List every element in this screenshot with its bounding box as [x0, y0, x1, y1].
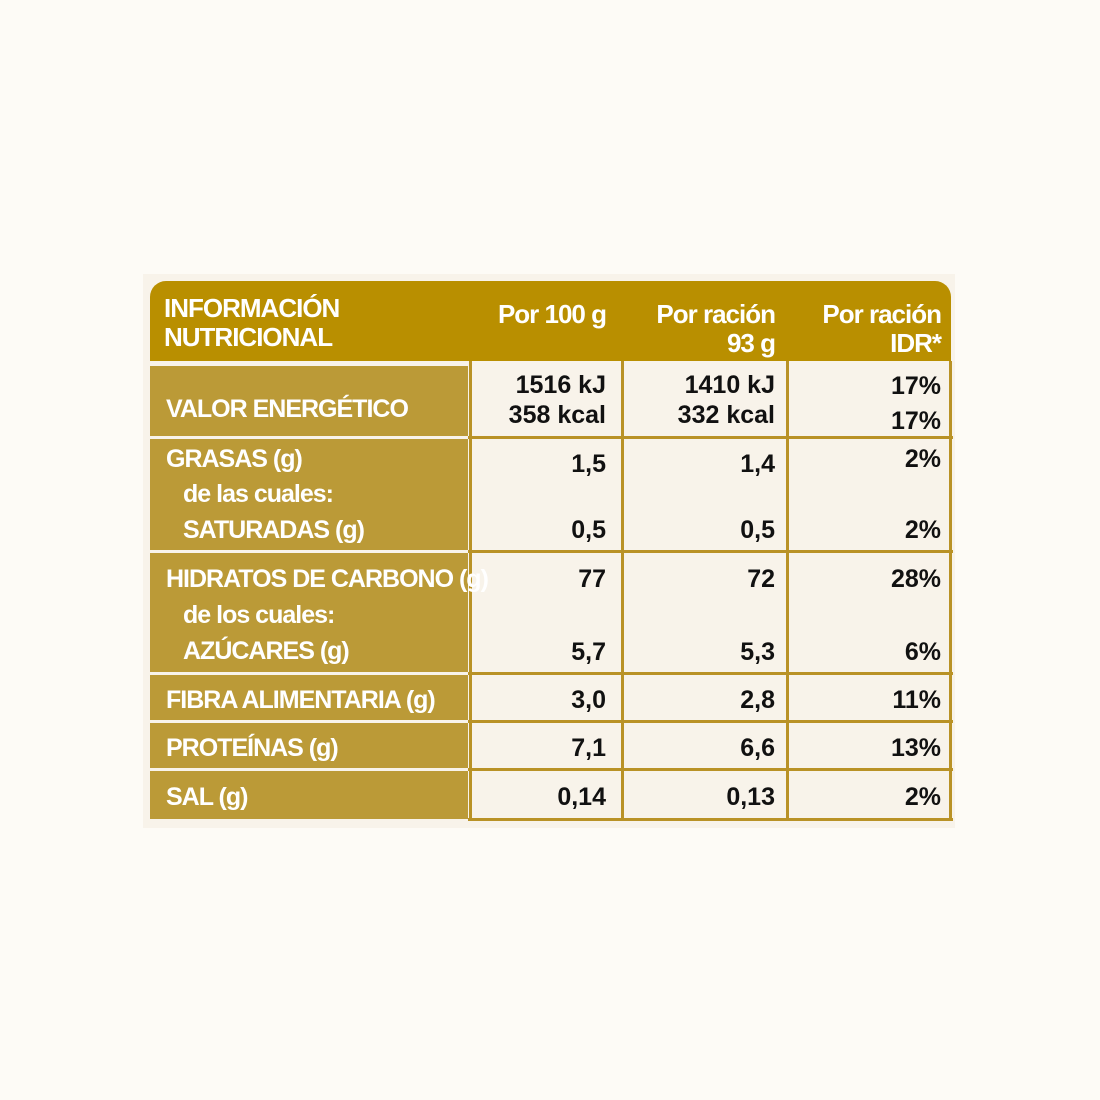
grid-line-horizontal	[468, 550, 953, 553]
value-serving-saturated: 0,5	[740, 516, 775, 544]
row-label-carbs: HIDRATOS DE CARBONO (g)	[166, 565, 489, 593]
grid-line-vertical	[469, 361, 472, 821]
value-per100-kcal: 358 kcal	[508, 401, 606, 429]
value-serving-fats: 1,4	[740, 450, 775, 478]
value-idr-kcal: 17%	[890, 407, 941, 435]
header-per-serving: Por ración 93 g	[656, 299, 776, 358]
row-sublabel-saturated: SATURADAS (g)	[183, 516, 365, 544]
value-per100-sugars: 5,7	[571, 638, 606, 666]
label-cell-energy	[150, 366, 468, 436]
label-cell-protein	[150, 723, 468, 768]
grid-line-vertical	[949, 361, 952, 821]
row-label-energy: VALOR ENERGÉTICO	[166, 395, 409, 423]
header-title: INFORMACIÓN NUTRICIONAL	[164, 293, 340, 352]
grid-line-horizontal	[468, 720, 953, 723]
value-idr-salt: 2%	[904, 783, 941, 811]
value-idr-protein: 13%	[890, 734, 941, 762]
row-label-salt: SAL (g)	[166, 783, 248, 811]
table-header	[150, 281, 951, 361]
grid-line-vertical	[786, 361, 789, 821]
row-sublabel-sugars: AZÚCARES (g)	[183, 637, 350, 665]
grid-line-vertical	[621, 361, 624, 821]
label-cell-salt	[150, 771, 468, 819]
value-serving-fiber: 2,8	[740, 686, 775, 714]
value-serving-protein: 6,6	[740, 734, 775, 762]
value-per100-fiber: 3,0	[571, 686, 606, 714]
value-idr-saturated: 2%	[904, 516, 941, 544]
value-per100-protein: 7,1	[571, 734, 606, 762]
grid-line-horizontal	[468, 818, 953, 821]
value-idr-fiber: 11%	[892, 686, 941, 714]
label-cell-fats	[150, 439, 468, 550]
value-serving-kj: 1410 kJ	[684, 371, 775, 399]
row-sublabel-intro: de los cuales:	[183, 601, 335, 629]
value-per100-saturated: 0,5	[571, 516, 606, 544]
header-per-100g: Por 100 g	[497, 299, 607, 329]
value-per100-carbs: 77	[578, 565, 606, 593]
row-label-protein: PROTEÍNAS (g)	[166, 734, 339, 762]
value-per100-kj: 1516 kJ	[515, 371, 606, 399]
value-serving-carbs: 72	[747, 565, 775, 593]
value-idr-carbs: 28%	[890, 565, 941, 593]
value-idr-kj: 17%	[890, 372, 941, 400]
value-idr-sugars: 6%	[904, 638, 941, 666]
value-serving-kcal: 332 kcal	[677, 401, 775, 429]
label-cell-fiber	[150, 675, 468, 720]
row-label-fiber: FIBRA ALIMENTARIA (g)	[166, 686, 436, 714]
row-label-fats: GRASAS (g)	[166, 445, 303, 473]
header-per-serving-idr: Por ración IDR*	[822, 299, 942, 358]
grid-line-horizontal	[468, 436, 953, 439]
value-idr-fats: 2%	[904, 445, 941, 473]
row-sublabel-intro: de las cuales:	[183, 480, 334, 508]
label-cell-carbs	[150, 553, 468, 672]
grid-line-horizontal	[468, 768, 953, 771]
value-serving-sugars: 5,3	[740, 638, 775, 666]
value-per100-salt: 0,14	[557, 783, 606, 811]
grid-line-horizontal	[468, 672, 953, 675]
value-serving-salt: 0,13	[726, 783, 775, 811]
value-per100-fats: 1,5	[571, 450, 606, 478]
